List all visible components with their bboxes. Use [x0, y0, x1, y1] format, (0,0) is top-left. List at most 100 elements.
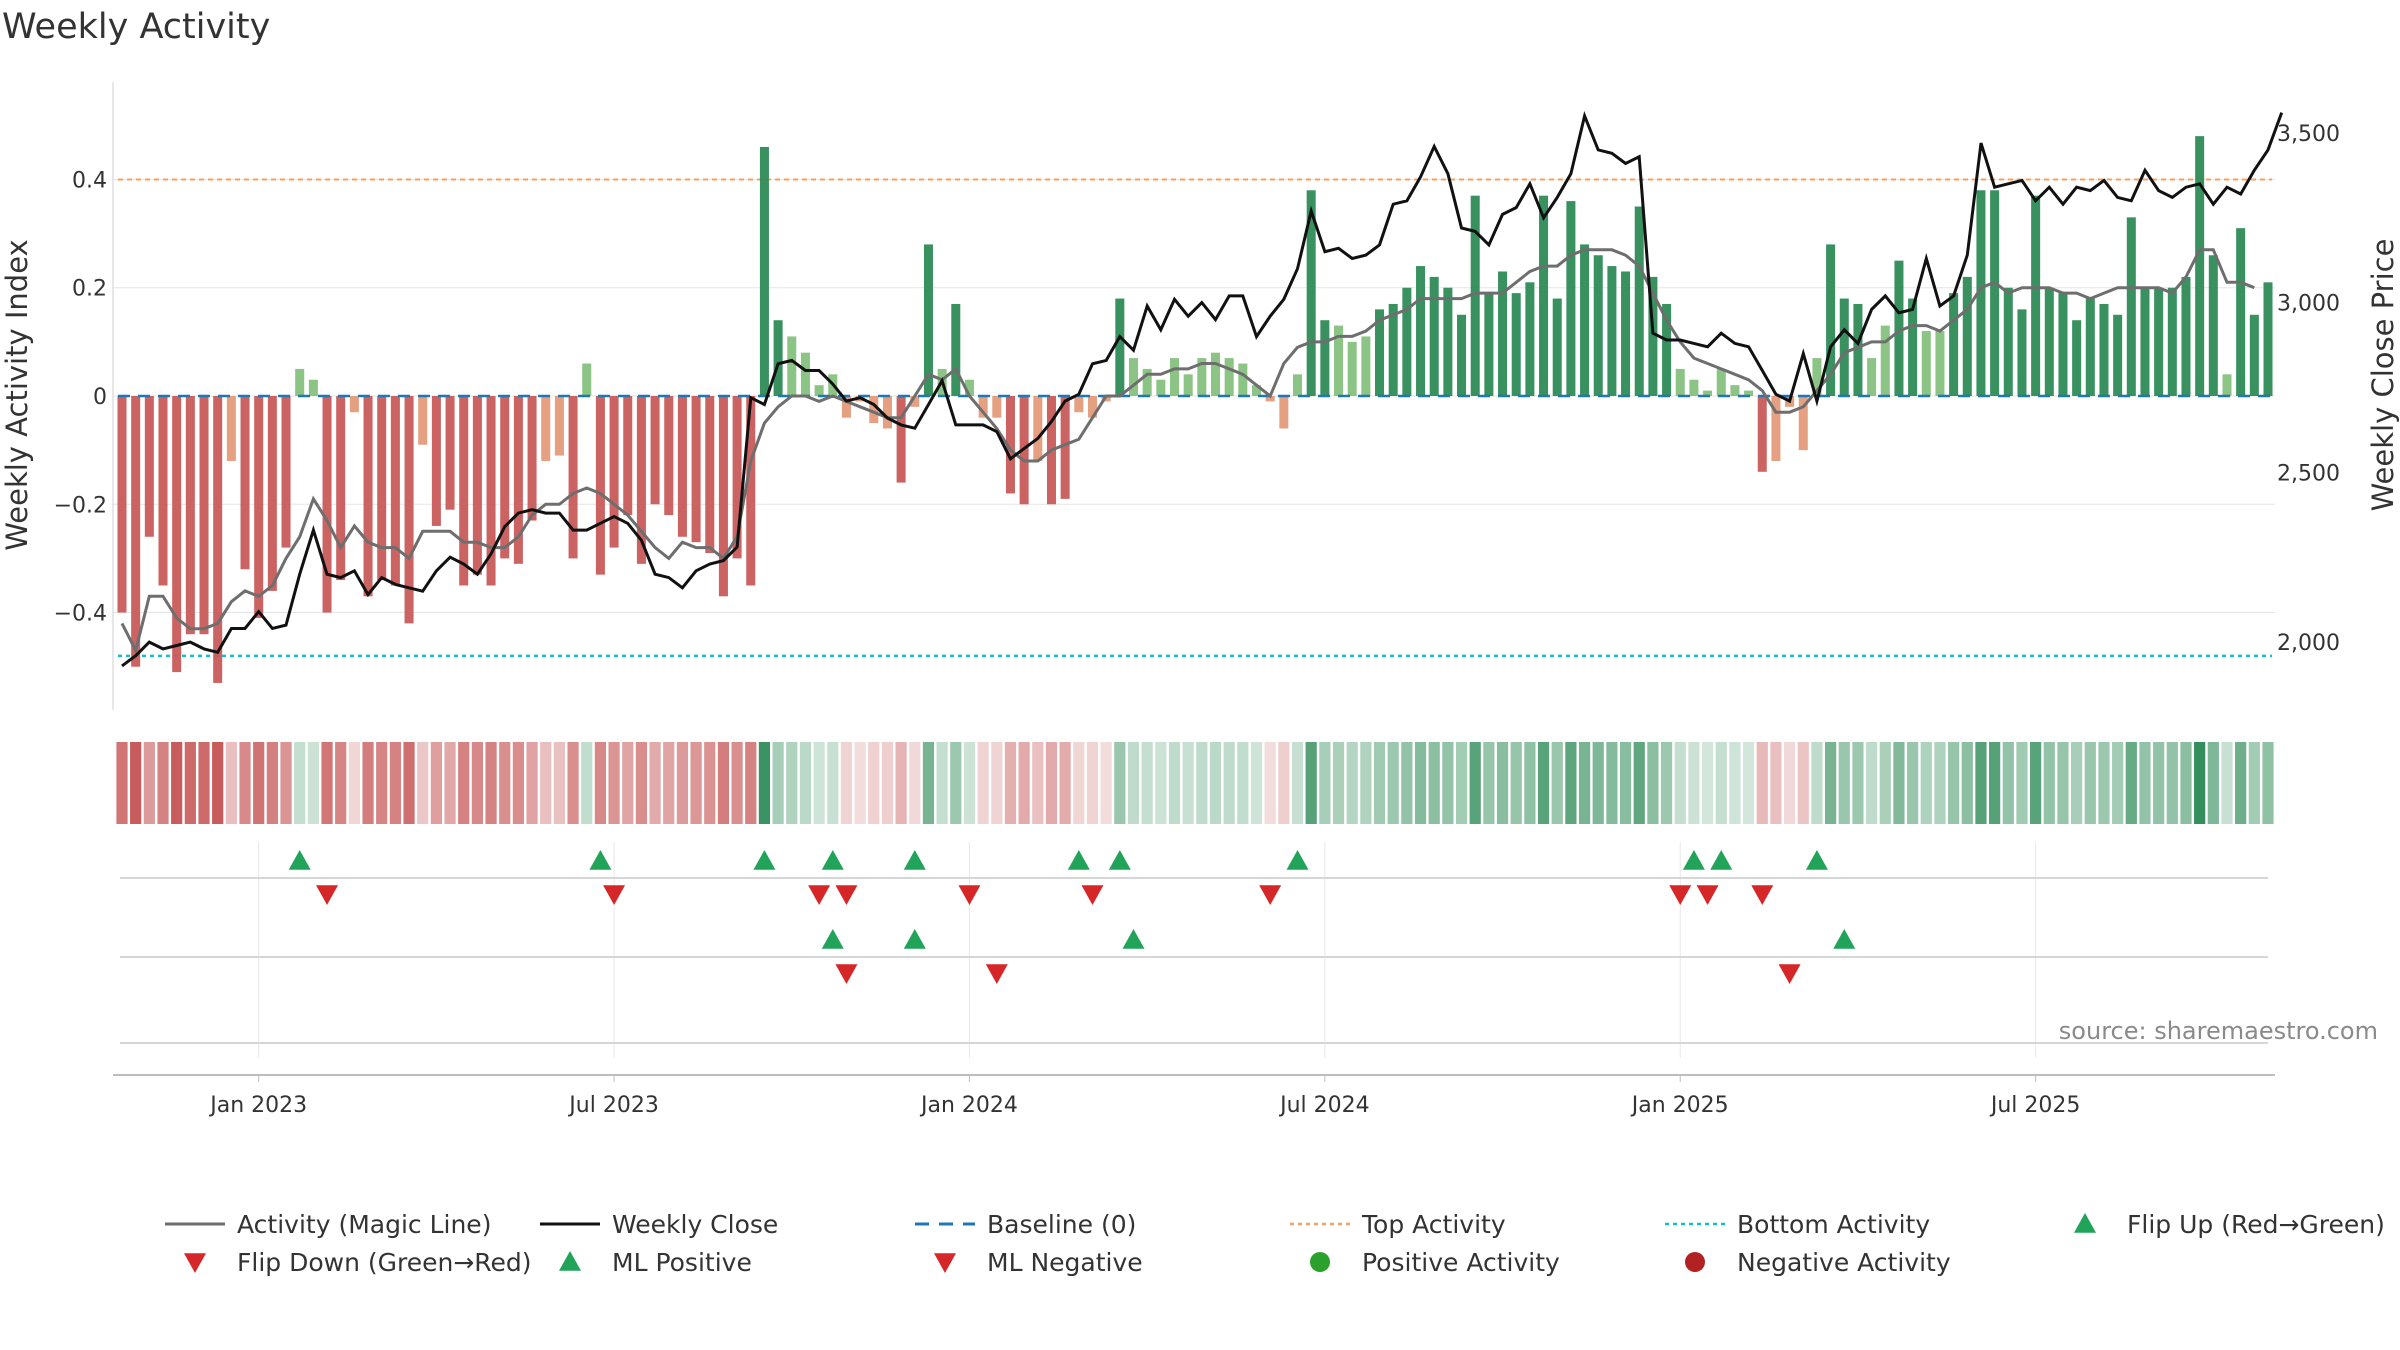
activity-bar: [1593, 255, 1603, 396]
activity-bar: [541, 396, 551, 461]
activity-bar: [1279, 396, 1289, 429]
flip-down-marker: [1696, 885, 1719, 905]
activity-bar: [2195, 136, 2205, 396]
activity-bar: [418, 396, 428, 445]
heat-cell: [2016, 742, 2028, 824]
activity-bar: [2181, 276, 2191, 396]
heat-cell: [1934, 742, 1946, 824]
y-tick-label: −0.2: [54, 493, 107, 518]
heat-cell: [936, 742, 948, 824]
legend-label: Flip Up (Red→Green): [2127, 1210, 2385, 1239]
heat-cell: [1879, 742, 1891, 824]
activity-bar: [1388, 303, 1398, 396]
activity-bar: [787, 336, 797, 396]
activity-bar: [1005, 396, 1015, 494]
activity-bar: [336, 396, 346, 581]
activity-bar: [1347, 341, 1357, 396]
heat-cell: [1551, 742, 1563, 824]
heat-cell: [143, 742, 155, 824]
heat-cell: [1168, 742, 1181, 824]
heat-cell: [280, 742, 292, 824]
activity-bar: [650, 396, 660, 505]
activity-bar: [677, 396, 687, 537]
heat-cell: [1961, 742, 1973, 824]
activity-bar: [431, 396, 441, 526]
heat-cell: [1633, 742, 1645, 824]
activity-bar: [2072, 320, 2082, 396]
heat-cell: [1824, 742, 1837, 824]
chart-title: Weekly Activity: [2, 7, 270, 47]
activity-bar: [1566, 201, 1576, 396]
heat-cell: [116, 742, 128, 824]
activity-bar: [1156, 379, 1166, 396]
activity-bar: [513, 396, 523, 564]
activity-bar: [1935, 331, 1945, 396]
y2-axis-ticks: 2,000 2,500 3,000 3,500: [2277, 122, 2340, 656]
activity-bar: [213, 396, 223, 683]
activity-bar: [1853, 303, 1863, 396]
heat-cell: [2057, 742, 2069, 824]
activity-bar: [1662, 303, 1672, 396]
activity-bar: [363, 396, 373, 597]
activity-bar: [527, 396, 537, 521]
heat-cell: [512, 742, 524, 824]
legend-label: Flip Down (Green→Red): [237, 1248, 532, 1277]
activity-bar: [2140, 287, 2150, 396]
legend-label: Positive Activity: [1362, 1248, 1560, 1277]
activity-bars: [117, 136, 2273, 683]
activity-bar: [254, 396, 264, 618]
heat-cell: [1155, 742, 1167, 824]
activity-bar: [1962, 276, 1972, 396]
legend-swatch: [2074, 1213, 2096, 1233]
activity-bar: [349, 396, 359, 413]
heat-cell: [1948, 742, 1960, 824]
heat-cell: [2112, 742, 2124, 824]
heat-cell: [1004, 742, 1017, 824]
activity-bar: [623, 396, 633, 516]
flip-down-marker: [1751, 885, 1774, 905]
flip-up-marker: [1286, 850, 1309, 870]
flip-down-marker: [1669, 885, 1692, 905]
heat-cell: [1483, 742, 1495, 824]
activity-bar: [1525, 282, 1535, 396]
heat-cell: [1592, 742, 1604, 824]
legend-item: Negative Activity: [1685, 1248, 1951, 1277]
heat-cell: [1346, 742, 1358, 824]
activity-bar: [1224, 358, 1234, 396]
activity-bar: [1621, 271, 1631, 396]
flip-down-marker: [835, 885, 858, 905]
activity-bar: [2208, 255, 2218, 396]
heat-cell: [690, 742, 702, 824]
heat-cell: [239, 742, 251, 824]
y-tick-label: −0.4: [54, 602, 107, 627]
activity-bar: [869, 396, 879, 424]
heat-cell: [1209, 742, 1222, 824]
heat-cell: [1674, 742, 1686, 824]
heat-cell: [827, 742, 839, 824]
heat-cell: [2084, 742, 2096, 824]
heat-cell: [2194, 742, 2206, 824]
heat-cell: [991, 742, 1003, 824]
ml-negative-marker: [835, 964, 858, 984]
heat-cell: [1319, 742, 1331, 824]
activity-bar: [1074, 396, 1084, 413]
heat-cell: [553, 742, 566, 824]
activity-bar: [800, 352, 810, 396]
activity-bar: [172, 396, 182, 673]
activity-bar: [964, 379, 974, 396]
activity-bar: [486, 396, 496, 586]
activity-bar: [2126, 217, 2136, 396]
heat-cell: [526, 742, 538, 824]
legend-item: Top Activity: [1290, 1210, 1506, 1239]
activity-bar: [1921, 331, 1931, 396]
activity-bar: [1798, 396, 1808, 451]
heat-cell: [253, 742, 265, 824]
heat-cell: [1989, 742, 2001, 824]
heat-cell: [499, 742, 511, 824]
magic-line: [120, 248, 2255, 655]
heat-cell: [540, 742, 552, 824]
heat-cell: [1838, 742, 1850, 824]
activity-bar: [1197, 358, 1207, 396]
legend-item: Baseline (0): [915, 1210, 1136, 1239]
